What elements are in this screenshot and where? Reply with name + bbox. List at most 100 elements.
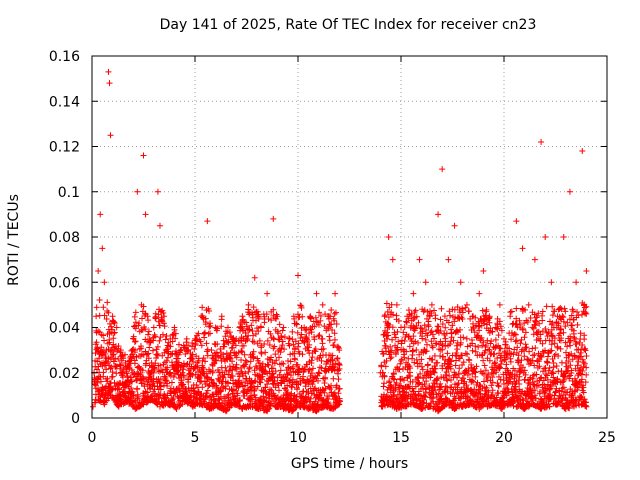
data-point xyxy=(539,340,546,347)
data-point xyxy=(290,363,297,370)
data-point xyxy=(496,301,503,308)
data-point xyxy=(207,330,214,337)
data-point xyxy=(410,333,417,340)
data-point xyxy=(447,376,454,383)
data-point xyxy=(115,403,122,410)
data-point xyxy=(497,323,504,330)
data-point xyxy=(217,386,224,393)
data-point xyxy=(438,305,445,312)
data-point xyxy=(225,339,232,346)
data-point xyxy=(99,245,106,252)
y-tick-label: 0.06 xyxy=(49,275,80,291)
data-point xyxy=(459,403,466,410)
data-point xyxy=(409,385,416,392)
data-point xyxy=(313,408,320,415)
data-point xyxy=(209,369,216,376)
data-point xyxy=(150,380,157,387)
data-point xyxy=(212,324,219,331)
data-point xyxy=(419,335,426,342)
data-point xyxy=(560,314,567,321)
data-point xyxy=(307,395,314,402)
data-point xyxy=(510,351,517,358)
data-point xyxy=(402,403,409,410)
data-point xyxy=(519,364,526,371)
data-point xyxy=(566,316,573,323)
data-point xyxy=(477,336,484,343)
data-point xyxy=(506,350,513,357)
data-point xyxy=(116,361,123,368)
data-point xyxy=(174,355,181,362)
data-point xyxy=(574,308,581,315)
data-point xyxy=(293,384,300,391)
data-point xyxy=(555,352,562,359)
data-point xyxy=(224,324,231,331)
data-point xyxy=(451,405,458,412)
data-point xyxy=(130,397,137,404)
data-point xyxy=(316,309,323,316)
data-point xyxy=(579,401,586,408)
data-point xyxy=(244,336,251,343)
data-point xyxy=(437,327,444,334)
data-point xyxy=(124,399,131,406)
data-point xyxy=(334,355,341,362)
data-point xyxy=(172,389,179,396)
data-point xyxy=(421,393,428,400)
data-point xyxy=(164,354,171,361)
data-point xyxy=(233,335,240,342)
data-point xyxy=(561,305,568,312)
data-point xyxy=(251,385,258,392)
data-point xyxy=(496,365,503,372)
data-point xyxy=(487,325,494,332)
data-point xyxy=(198,377,205,384)
data-point xyxy=(398,324,404,331)
data-point xyxy=(286,335,293,342)
data-point xyxy=(486,329,493,336)
data-point xyxy=(456,326,463,333)
data-point xyxy=(419,366,426,373)
data-point xyxy=(160,320,167,327)
data-point xyxy=(560,384,567,391)
data-point xyxy=(447,365,454,372)
data-point xyxy=(563,396,570,403)
data-point xyxy=(475,332,482,339)
data-point xyxy=(199,304,206,311)
data-point xyxy=(204,218,211,225)
data-point xyxy=(221,393,228,400)
data-point xyxy=(423,326,430,333)
data-point xyxy=(580,363,587,370)
data-point xyxy=(470,320,477,327)
data-point xyxy=(111,319,118,326)
data-point xyxy=(524,318,531,325)
data-point xyxy=(204,387,211,394)
data-point xyxy=(489,328,496,335)
data-point xyxy=(415,373,422,380)
data-point xyxy=(546,364,553,371)
data-point xyxy=(211,360,218,367)
data-point xyxy=(516,380,523,387)
data-point xyxy=(514,344,521,351)
data-point xyxy=(437,316,444,323)
data-point xyxy=(142,211,149,218)
data-point xyxy=(242,370,249,377)
data-point xyxy=(295,343,302,350)
data-point xyxy=(470,378,477,385)
data-point xyxy=(329,357,336,364)
data-point xyxy=(93,313,100,320)
data-point xyxy=(191,346,198,353)
data-point xyxy=(511,346,518,353)
data-point xyxy=(279,327,286,334)
data-point xyxy=(468,377,475,384)
data-point xyxy=(92,399,99,406)
data-point xyxy=(307,313,314,320)
data-point xyxy=(227,355,234,362)
data-point xyxy=(109,369,116,376)
data-point xyxy=(208,376,215,383)
data-point xyxy=(484,403,491,410)
data-point xyxy=(224,330,231,337)
data-point xyxy=(278,377,285,384)
data-point xyxy=(226,367,233,374)
data-point xyxy=(445,256,452,263)
data-point xyxy=(541,390,548,397)
data-point xyxy=(107,392,114,399)
data-point xyxy=(459,306,466,313)
